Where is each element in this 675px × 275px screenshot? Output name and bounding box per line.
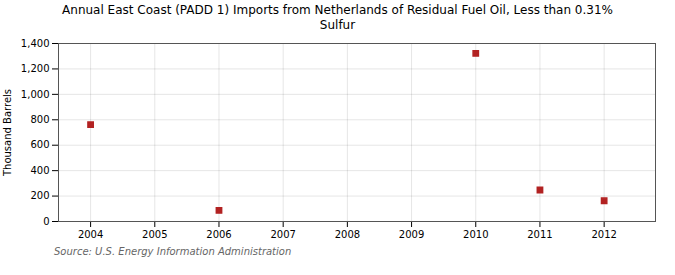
svg-text:2008: 2008 (335, 229, 360, 240)
svg-text:1,400: 1,400 (21, 38, 50, 49)
svg-text:800: 800 (30, 114, 49, 125)
svg-text:200: 200 (30, 190, 49, 201)
svg-text:1,200: 1,200 (21, 63, 50, 74)
svg-text:2007: 2007 (270, 229, 295, 240)
html-text:Source: U.S. Energy Informatio: Source: U.S. Energy Information Administ… (54, 246, 292, 257)
svg-text:2011: 2011 (527, 229, 552, 240)
svg-text:2009: 2009 (399, 229, 424, 240)
svg-text:2005: 2005 (142, 229, 167, 240)
svg-text:600: 600 (30, 139, 49, 150)
svg-text:2006: 2006 (206, 229, 231, 240)
html-text:Annual East Coast (PADD 1) Imp: Annual East Coast (PADD 1) Imports from … (62, 3, 613, 32)
svg-text:Thousand Barrels: Thousand Barrels (2, 89, 13, 177)
svg-text:2012: 2012 (591, 229, 616, 240)
svg-text:2010: 2010 (463, 229, 488, 240)
svg-text:400: 400 (30, 165, 49, 176)
svg-text:2004: 2004 (78, 229, 103, 240)
svg-text:1,000: 1,000 (21, 89, 50, 100)
svg-text:0: 0 (43, 216, 49, 227)
